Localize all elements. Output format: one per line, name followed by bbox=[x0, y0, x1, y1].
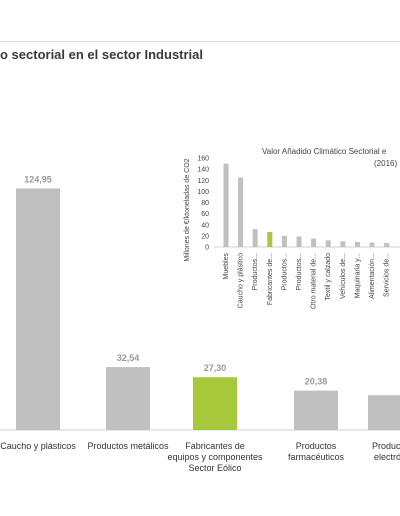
inset-bar bbox=[281, 235, 287, 247]
inset-y-axis-title: Millones de €/ktoneladas de CO2 bbox=[184, 158, 191, 261]
inset-bar bbox=[369, 242, 375, 247]
inset-bar bbox=[325, 240, 331, 247]
inset-category-label: Productos... bbox=[252, 253, 259, 290]
inset-bar bbox=[296, 236, 302, 247]
inset-y-tick-label: 100 bbox=[197, 189, 209, 196]
page-title: o sectorial en el sector Industrial bbox=[0, 47, 204, 62]
main-category-label: Producto bbox=[372, 441, 400, 451]
inset-category-label: Productos... bbox=[296, 253, 303, 290]
inset-category-label: Alimentación... bbox=[369, 253, 376, 299]
inset-category-label: Otro material de... bbox=[311, 253, 318, 309]
inset-bar bbox=[223, 163, 229, 247]
main-bar-value-label: 124,95 bbox=[24, 174, 52, 184]
inset-bar bbox=[267, 231, 273, 247]
inset-category-label: Caucho y plástico bbox=[238, 253, 245, 308]
main-category-label: Productos bbox=[296, 441, 337, 451]
inset-bar bbox=[238, 177, 244, 247]
inset-category-label: Fabricantes de... bbox=[267, 253, 274, 305]
main-bar bbox=[106, 367, 150, 430]
main-bar-value-label: 20,38 bbox=[305, 377, 328, 387]
inset-bar bbox=[340, 241, 346, 247]
inset-bar bbox=[354, 241, 360, 247]
inset-y-tick-label: 160 bbox=[197, 156, 209, 163]
main-bar bbox=[16, 188, 60, 430]
inset-category-label: Maquinaria y... bbox=[354, 253, 361, 298]
inset-y-tick-label: 60 bbox=[201, 211, 209, 218]
inset-bar bbox=[384, 243, 390, 247]
inset-chart-subtitle: (2016) bbox=[374, 159, 397, 168]
main-category-label: electrón bbox=[374, 452, 400, 462]
inset-y-tick-label: 0 bbox=[205, 245, 209, 252]
main-category-label: Fabricantes de bbox=[185, 441, 245, 451]
main-bar bbox=[193, 377, 237, 430]
inset-category-label: Vehículos de... bbox=[340, 253, 347, 299]
inset-y-tick-label: 40 bbox=[201, 222, 209, 229]
main-category-label: Productos metálicos bbox=[87, 441, 169, 451]
inset-category-label: Servicios de... bbox=[384, 253, 391, 297]
main-bar-value-label: 27,30 bbox=[204, 363, 227, 373]
main-category-label: equipos y componentes bbox=[167, 452, 263, 462]
inset-y-tick-label: 140 bbox=[197, 167, 209, 174]
main-category-label: farmacéuticos bbox=[288, 452, 345, 462]
inset-y-tick-label: 80 bbox=[201, 200, 209, 207]
inset-bar bbox=[252, 229, 258, 247]
title-divider bbox=[0, 41, 400, 42]
main-category-label: Sector Eólico bbox=[188, 463, 241, 473]
inset-chart-title: Valor Añadido Climático Sectorial e bbox=[262, 147, 387, 156]
main-bar-value-label: 32,54 bbox=[117, 353, 140, 363]
inset-bar bbox=[311, 238, 317, 247]
inset-y-tick-label: 120 bbox=[197, 178, 209, 185]
inset-category-label: Muebles bbox=[223, 253, 230, 280]
inset-y-tick-label: 20 bbox=[201, 233, 209, 240]
main-bar bbox=[294, 390, 338, 430]
inset-category-label: Textil y calzado bbox=[325, 253, 332, 301]
inset-category-label: Productos... bbox=[281, 253, 288, 290]
main-category-label: Caucho y plásticos bbox=[0, 441, 76, 451]
main-bar bbox=[368, 395, 400, 430]
